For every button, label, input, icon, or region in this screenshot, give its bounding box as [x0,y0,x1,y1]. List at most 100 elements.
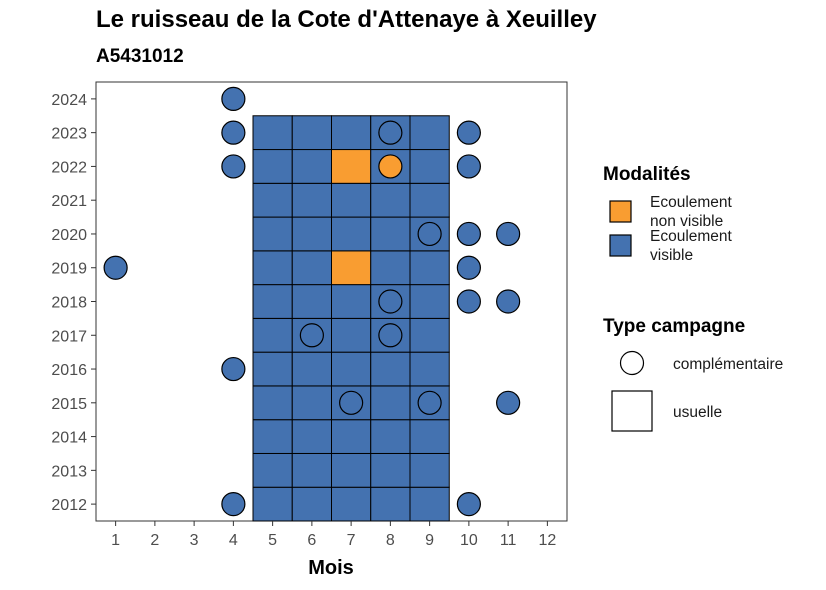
x-axis-title: Mois [308,557,354,579]
points-layer [103,86,521,517]
x-tick-label-10: 10 [460,532,478,549]
point-9-2020 [417,221,442,247]
legend-title-modalites: Modalités [603,164,691,185]
y-tick-label-2019: 2019 [51,261,87,278]
tile-7-2018 [331,284,372,319]
tile-9-2012 [409,486,450,522]
point-4-2024 [221,86,246,111]
tile-5-2022 [252,149,293,184]
point-10-2018 [456,289,481,314]
point-4-2023 [221,120,246,145]
point-8-2017 [378,323,403,348]
tile-9-2013 [409,452,450,488]
point-11-2018 [496,289,521,314]
legend-swatch-non_visible [609,200,632,223]
tile-9-2018 [409,284,450,319]
tile-5-2019 [252,250,293,286]
tile-5-2015 [252,385,293,421]
tile-6-2012 [291,486,332,522]
tile-6-2013 [291,452,332,488]
tile-7-2013 [331,452,372,488]
legend-swatch-visible [609,234,632,257]
x-tick-label-11: 11 [500,532,517,549]
tile-5-2020 [252,216,293,252]
tile-9-2021 [409,182,450,218]
tile-9-2014 [409,419,450,454]
legend-label-non_visible-0: Ecoulement [650,194,733,211]
legend-label-usuelle: usuelle [673,404,722,421]
tile-6-2016 [291,351,332,387]
y-tick-label-2018: 2018 [51,295,87,312]
tile-9-2023 [409,115,450,151]
tile-5-2016 [252,351,293,387]
legend-symbol-complementaire [619,350,645,376]
y-tick-label-2017: 2017 [51,328,87,345]
tile-8-2020 [370,216,411,252]
y-axis: 2012 2013 2014 2015 2016 2017 2018 2019 2020 2021… [51,92,96,514]
x-tick-label-8: 8 [386,532,395,549]
x-tick-label-4: 4 [229,532,238,549]
point-11-2015 [496,390,521,415]
y-tick-label-2022: 2022 [51,159,87,176]
x-tick-label-7: 7 [347,532,356,549]
tile-9-2022 [409,149,450,184]
tile-8-2014 [370,419,411,454]
tile-5-2017 [252,317,293,353]
tile-7-2020 [331,216,372,252]
tile-7-2021 [331,182,372,218]
point-8-2023 [378,120,403,145]
point-10-2012 [456,492,481,517]
point-11-2020 [496,221,521,247]
tile-8-2019 [370,250,411,286]
y-tick-label-2012: 2012 [51,497,87,514]
tile-7-2012 [331,486,372,522]
tile-9-2016 [409,351,450,387]
chart-subtitle: A5431012 [96,46,184,67]
legend-label-visible-1: visible [650,247,693,264]
tile-5-2013 [252,452,293,488]
point-7-2015 [339,390,364,415]
tile-6-2020 [291,216,332,252]
tile-7-2014 [331,419,372,454]
point-6-2017 [299,323,324,348]
tile-9-2017 [409,317,450,353]
y-tick-label-2013: 2013 [51,463,87,480]
tile-6-2022 [291,149,332,184]
point-8-2018 [378,289,403,314]
x-tick-label-5: 5 [268,532,277,549]
point-10-2023 [456,120,481,145]
tile-6-2023 [291,115,332,151]
point-4-2022 [221,154,246,179]
y-tick-label-2023: 2023 [51,126,87,143]
y-tick-label-2024: 2024 [51,92,87,109]
point-10-2020 [456,221,481,247]
x-tick-label-12: 12 [538,532,556,549]
legend-label-visible-0: Ecoulement [650,228,733,245]
tile-5-2021 [252,182,293,218]
point-10-2022 [456,154,481,179]
tile-6-2021 [291,182,332,218]
x-tick-label-3: 3 [190,532,199,549]
chart-title: Le ruisseau de la Cote d'Attenaye à Xeui… [96,6,597,33]
tile-6-2015 [291,385,332,421]
y-tick-label-2021: 2021 [51,193,87,210]
tile-7-2019 [331,250,372,286]
x-tick-label-9: 9 [425,532,434,549]
tile-5-2023 [252,115,293,151]
tile-7-2022 [331,149,372,184]
x-tick-label-2: 2 [150,532,159,549]
y-tick-label-2020: 2020 [51,227,87,244]
point-9-2015 [417,390,442,415]
y-tick-label-2014: 2014 [51,430,87,447]
point-8-2022 [378,154,403,179]
point-1-2019 [103,255,128,280]
tile-5-2012 [252,486,293,522]
tile-8-2015 [370,385,411,421]
tile-5-2018 [252,284,293,319]
tile-7-2017 [331,317,372,353]
tile-7-2023 [331,115,372,151]
legend-symbol-usuelle [611,390,653,432]
tiles-layer [252,115,450,522]
tile-9-2019 [409,250,450,286]
